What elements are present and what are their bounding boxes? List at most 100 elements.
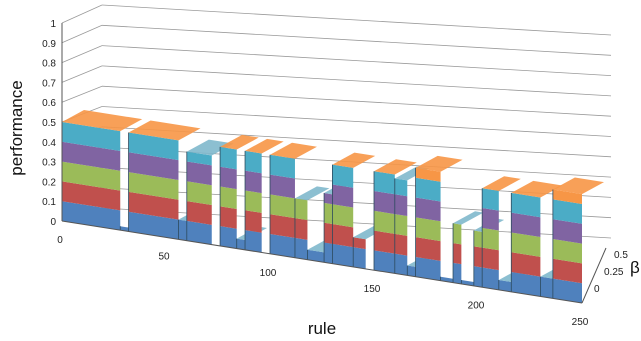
gridline-back	[101, 65, 612, 97]
surface-band	[374, 250, 395, 274]
surface-segment	[244, 138, 284, 253]
surface-band	[415, 237, 441, 261]
beta-axis-line	[581, 247, 607, 304]
surface-band	[511, 212, 541, 238]
surface-segment	[294, 186, 330, 260]
gridline-left	[61, 85, 103, 103]
surface-band	[453, 262, 462, 284]
surface-band	[415, 177, 441, 202]
surface-band	[473, 266, 483, 288]
surface-band	[415, 217, 441, 242]
surface-band	[552, 278, 582, 303]
performance-tick-label: 0.9	[42, 39, 56, 50]
rule-tick-label: 100	[260, 268, 277, 279]
surface-top	[511, 180, 563, 198]
axis-frame	[61, 23, 607, 304]
surface-band	[245, 230, 262, 253]
gridline-left	[61, 45, 103, 63]
surface-band	[332, 164, 354, 188]
surface-band	[62, 161, 121, 191]
gridline-back	[101, 85, 612, 117]
surface-band	[511, 192, 541, 218]
surface-band	[374, 191, 395, 215]
surface-band	[270, 154, 295, 179]
surface-band	[324, 202, 333, 225]
surface-band	[128, 172, 179, 200]
surface-band	[270, 214, 295, 238]
surface-band	[415, 167, 441, 182]
surface-segments	[61, 110, 604, 303]
surface-band	[270, 234, 295, 258]
surface-band	[236, 238, 246, 250]
surface-band	[482, 227, 499, 251]
surface-top	[482, 176, 521, 191]
surface-top	[62, 110, 143, 132]
surface-segment	[394, 166, 430, 276]
gridline-back	[101, 45, 612, 76]
beta-axis-title: β	[630, 258, 640, 277]
surface-band	[324, 222, 333, 244]
beta-tick-label: 0.5	[614, 250, 628, 261]
surface-band	[270, 174, 295, 199]
surface-segment	[415, 155, 463, 281]
surface-band	[220, 146, 237, 170]
surface-top	[128, 120, 201, 141]
surface-band	[394, 253, 408, 276]
y-axis-title: performance	[7, 80, 26, 175]
surface-band	[353, 237, 366, 250]
surface-band	[220, 206, 237, 229]
surface-band	[178, 219, 187, 241]
surface-band	[482, 247, 499, 271]
surface-band	[332, 224, 354, 248]
surface-top	[332, 152, 376, 168]
surface-band	[245, 170, 262, 194]
performance-tick-label: 0.4	[42, 138, 56, 149]
surface-band	[186, 151, 212, 166]
surface-band	[511, 252, 541, 277]
surface-band	[394, 194, 408, 217]
surface-band	[511, 272, 541, 297]
gridline-back	[101, 24, 612, 56]
surface-top	[374, 159, 417, 175]
surface-band	[128, 191, 179, 220]
surface-band	[220, 186, 237, 209]
surface-band	[294, 198, 308, 221]
surface-band	[453, 243, 462, 265]
surface-band	[482, 208, 499, 231]
surface-band	[186, 181, 212, 206]
performance-tick-label: 0.3	[42, 158, 56, 169]
surface-segment	[510, 180, 563, 297]
surface-top	[453, 211, 484, 225]
surface-band	[324, 193, 333, 205]
surface-band	[374, 171, 395, 195]
surface-top	[552, 177, 604, 195]
beta-tick-labels: 0 0.25 0.5	[594, 250, 628, 295]
surface-top	[415, 155, 463, 172]
surface-band	[324, 242, 333, 264]
performance-tick-label: 0	[50, 217, 56, 228]
surface-band	[128, 152, 179, 180]
performance-tick-label: 0.1	[42, 197, 56, 208]
rule-tick-label: 50	[158, 251, 170, 262]
surface-band	[415, 256, 441, 281]
surface-band	[394, 233, 408, 256]
surface-top	[294, 186, 330, 201]
surface-band	[552, 219, 582, 244]
surface-band	[482, 267, 499, 290]
surface-band	[552, 199, 582, 224]
surface-band	[62, 181, 121, 211]
surface-segment	[481, 176, 521, 290]
surface-band	[552, 239, 582, 264]
surface-band	[128, 132, 179, 161]
surface-segment	[373, 159, 417, 274]
surface-band	[415, 197, 441, 222]
gridline-left	[61, 4, 103, 24]
surface-band	[374, 210, 395, 234]
surface-top	[270, 142, 317, 159]
gridline-back	[101, 106, 612, 137]
performance-tick-label: 0.7	[42, 78, 56, 89]
surface-band	[62, 141, 121, 171]
surface-band	[540, 276, 553, 299]
surface-band	[473, 246, 483, 268]
